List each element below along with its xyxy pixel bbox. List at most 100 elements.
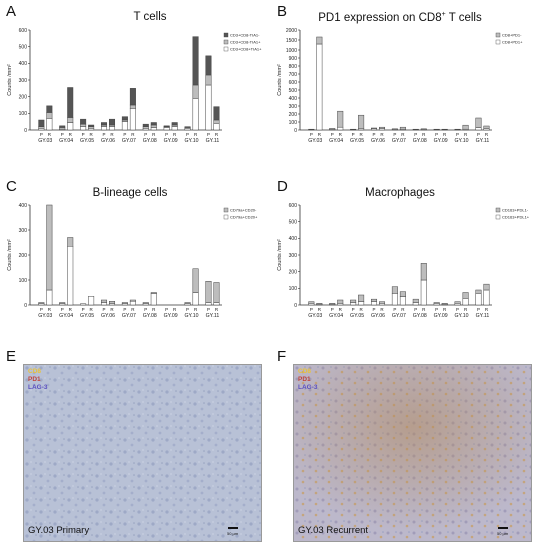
legend-swatch-C (223, 214, 229, 220)
panel-letter-d: D (277, 178, 288, 195)
pair-label-C: P (144, 307, 147, 312)
bar-D-GY.05-R-s0 (358, 301, 365, 306)
legend-label-D: CD163+PDL1- (502, 208, 529, 213)
group-label-C: GY.10 (184, 313, 198, 319)
pair-label-A: P (207, 132, 210, 137)
pair-label-A: P (144, 132, 147, 137)
bar-D-GY.03-P-s1 (308, 301, 315, 304)
legend-f-pd1: PD1 (298, 376, 311, 383)
pair-label-D: P (310, 307, 313, 312)
legend-swatch-A (223, 32, 229, 38)
group-label-C: GY.06 (101, 313, 115, 319)
y-tick-label-D: 200 (289, 269, 298, 275)
bar-D-GY.07-P-s1 (391, 286, 398, 294)
pair-label-D: R (339, 307, 343, 312)
bar-C-GY.06-P-s0 (101, 302, 108, 306)
bar-B-GY.10-R-s1 (462, 124, 469, 130)
bar-C-GY.08-R-s1 (150, 292, 157, 294)
y-tick-label-D: 0 (294, 303, 297, 309)
group-label-A: GY.07 (122, 138, 136, 144)
group-label-A: GY.11 (206, 138, 220, 144)
bar-D-GY.11-R-s0 (483, 289, 490, 306)
legend-swatch-C (223, 207, 229, 213)
bar-A-GY.06-P-s2 (101, 122, 108, 126)
group-label-B: GY.08 (413, 138, 427, 144)
bar-A-GY.07-P-s2 (121, 116, 128, 121)
group-label-D: GY.10 (454, 313, 468, 319)
pair-label-B: P (373, 132, 376, 137)
legend-label-D: CD163+PDL1+ (502, 215, 530, 220)
legend-label-B: CD8+PD1- (502, 33, 522, 38)
legend-label-C: CD79a+CD20- (230, 208, 257, 213)
legend-e-cd8: CD8 (28, 368, 42, 375)
pair-label-D: P (331, 307, 334, 312)
pair-label-A: R (48, 132, 52, 137)
y-tick-label-A: 0 (24, 128, 27, 134)
pair-label-B: P (435, 132, 438, 137)
pair-label-A: P (123, 132, 126, 137)
pair-label-D: R (422, 307, 426, 312)
bar-A-GY.06-R-s2 (109, 118, 116, 126)
bar-B-GY.04-P-s1 (329, 128, 336, 130)
pair-label-C: P (61, 307, 64, 312)
legend-label-B: CD8+PD1+ (502, 40, 523, 45)
y-tick-label-D: 300 (289, 253, 298, 259)
pair-label-C: P (82, 307, 85, 312)
panel-letter-a: A (6, 3, 17, 20)
scale-label-f: 50 µm (497, 531, 509, 536)
bar-C-GY.08-R-s0 (150, 293, 157, 306)
legend-label-A: CD3+CD8-TIA1- (230, 33, 260, 38)
group-label-C: GY.04 (59, 313, 73, 319)
bar-C-GY.11-P-s0 (205, 302, 212, 306)
pair-label-D: R (464, 307, 468, 312)
bar-C-GY.10-P-s1 (184, 302, 191, 304)
legend-swatch-A (223, 46, 229, 52)
bar-A-GY.10-R-s0 (192, 98, 199, 131)
bar-D-GY.11-P-s1 (475, 289, 482, 294)
y-tick-label-D: 600 (289, 203, 298, 209)
bar-C-GY.07-R-s1 (129, 299, 136, 302)
legend-label-A: CD3+CD8-TIA1+ (230, 40, 261, 45)
bar-A-GY.03-R-s1 (46, 112, 53, 119)
pair-label-D: P (456, 307, 459, 312)
bar-B-GY.11-R-s1 (483, 125, 490, 129)
legend-e: CD8 PD1 LAG-3 (28, 368, 48, 392)
y-tick-label-D: 100 (289, 286, 298, 292)
pair-label-C: R (194, 307, 198, 312)
bar-B-GY.07-R-s1 (399, 126, 406, 130)
y-tick-label-D: 400 (289, 236, 298, 242)
bar-A-GY.07-R-s2 (129, 88, 136, 106)
bar-A-GY.08-P-s2 (142, 123, 149, 127)
bar-A-GY.05-P-s0 (80, 126, 87, 131)
bar-D-GY.07-R-s1 (399, 291, 406, 297)
group-label-C: GY.05 (80, 313, 94, 319)
bar-D-GY.05-R-s1 (358, 294, 365, 302)
pair-label-A: R (89, 132, 93, 137)
pair-label-A: R (110, 132, 114, 137)
bar-B-GY.08-R-s1 (420, 128, 427, 130)
bar-A-GY.11-R-s1 (213, 119, 220, 124)
bar-C-GY.05-P-s0 (80, 303, 87, 306)
group-label-B: GY.10 (454, 138, 468, 144)
group-label-C: GY.03 (38, 313, 52, 319)
bar-D-GY.03-R-s1 (316, 303, 323, 305)
bar-B-GY.05-R-s1 (358, 114, 365, 130)
bar-D-GY.10-P-s1 (454, 301, 461, 304)
bar-C-GY.10-R-s0 (192, 292, 199, 306)
bar-A-GY.10-R-s1 (192, 84, 199, 99)
bar-D-GY.06-R-s1 (379, 301, 386, 304)
pair-label-D: R (359, 307, 363, 312)
pair-label-A: P (82, 132, 85, 137)
bar-A-GY.07-R-s0 (129, 108, 136, 131)
bar-A-GY.11-P-s2 (205, 55, 212, 76)
pair-label-A: P (186, 132, 189, 137)
y-tick-label-C: 100 (19, 278, 28, 284)
bar-A-GY.09-R-s2 (171, 122, 178, 126)
bar-C-GY.03-P-s1 (38, 302, 45, 304)
bar-A-GY.07-R-s1 (129, 104, 136, 109)
bar-A-GY.05-R-s2 (88, 124, 95, 127)
bar-A-GY.08-R-s1 (150, 124, 157, 128)
pair-label-A: R (69, 132, 73, 137)
y-tick-label-B: 300 (289, 104, 298, 110)
